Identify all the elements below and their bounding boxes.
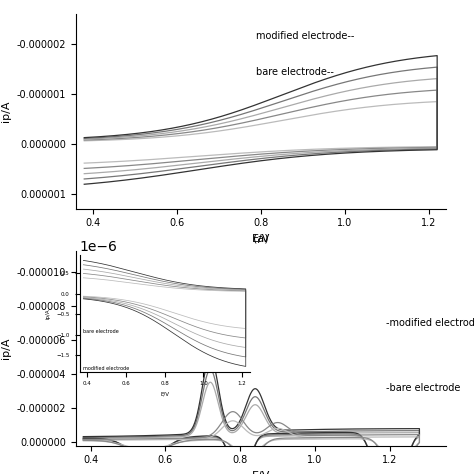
Text: -bare electrode: -bare electrode	[386, 383, 460, 393]
X-axis label: E/V: E/V	[252, 471, 270, 474]
X-axis label: E/V: E/V	[252, 234, 270, 244]
Y-axis label: ip/A: ip/A	[1, 100, 11, 122]
Y-axis label: ip/A: ip/A	[1, 337, 11, 359]
Text: -modified electrode: -modified electrode	[386, 318, 474, 328]
Text: (a): (a)	[253, 234, 268, 244]
Text: modified electrode--: modified electrode--	[256, 31, 355, 41]
Text: bare electrode--: bare electrode--	[256, 67, 334, 77]
